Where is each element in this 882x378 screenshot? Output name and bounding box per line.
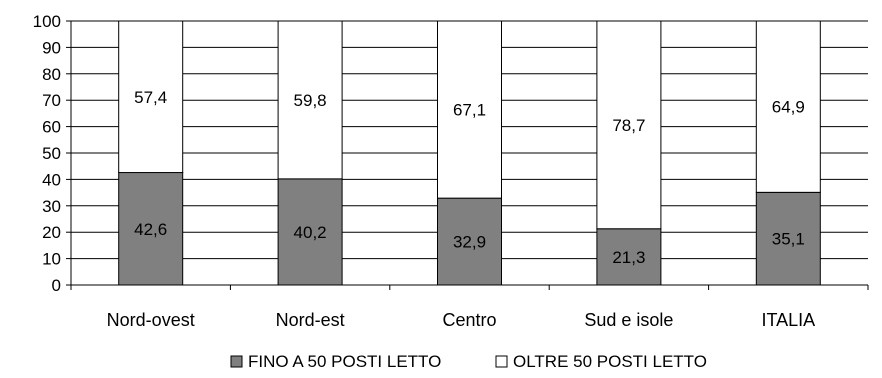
y-tick-label: 10 [42, 250, 61, 269]
x-tick-label: ITALIA [761, 310, 815, 330]
y-tick-label: 30 [42, 197, 61, 216]
bar-oltre-50 [755, 20, 821, 193]
data-label: 21,3 [612, 248, 645, 267]
legend-swatch-fino [230, 355, 243, 368]
data-label: 59,8 [294, 91, 327, 110]
axes [70, 21, 868, 286]
y-tick-label: 0 [52, 276, 61, 295]
bar-fino-50 [755, 191, 821, 286]
legend-label-fino: FINO A 50 POSTI LETTO [248, 352, 441, 371]
y-tick-label: 40 [42, 170, 61, 189]
legend-swatch-oltre [495, 355, 508, 368]
bar-oltre-50 [277, 20, 343, 180]
y-tick-labels: 0 10 20 30 40 50 60 70 80 90 100 [33, 12, 61, 295]
y-tick-label: 80 [42, 65, 61, 84]
y-tick-label: 20 [42, 223, 61, 242]
y-tick-label: 60 [42, 118, 61, 137]
data-label: 67,1 [453, 101, 486, 120]
data-label: 64,9 [772, 98, 805, 117]
bar-oltre-50 [437, 20, 502, 199]
bars: 42,6 57,4 40,2 59,8 32,9 67,1 21,3 78,7 35,1 64,9 [118, 20, 821, 286]
legend: FINO A 50 POSTI LETTO OLTRE 50 POSTI LET… [230, 352, 707, 371]
y-tick-label: 90 [42, 38, 61, 57]
bar-oltre-50 [596, 20, 662, 230]
x-tick-label: Nord-ovest [107, 310, 195, 330]
y-tick-label: 70 [42, 91, 61, 110]
data-label: 35,1 [772, 230, 805, 249]
data-label: 42,6 [134, 220, 167, 239]
bar-fino-50 [118, 172, 184, 286]
data-label: 32,9 [453, 233, 486, 252]
x-tick-label: Sud e isole [584, 310, 673, 330]
data-label: 40,2 [294, 223, 327, 242]
data-label: 57,4 [134, 88, 167, 107]
legend-label-oltre: OLTRE 50 POSTI LETTO [513, 352, 707, 371]
x-tick-label: Nord-est [276, 310, 345, 330]
x-tick-labels: Nord-ovest Nord-est Centro Sud e isole ITALI… [107, 310, 815, 330]
data-label: 78,7 [612, 116, 645, 135]
y-tick-label: 100 [33, 12, 61, 31]
bar-fino-50 [437, 197, 502, 286]
bar-fino-50 [596, 228, 662, 286]
bar-fino-50 [277, 178, 343, 286]
bar-oltre-50 [118, 20, 184, 174]
y-tick-label: 50 [42, 144, 61, 163]
x-tick-label: Centro [442, 310, 496, 330]
